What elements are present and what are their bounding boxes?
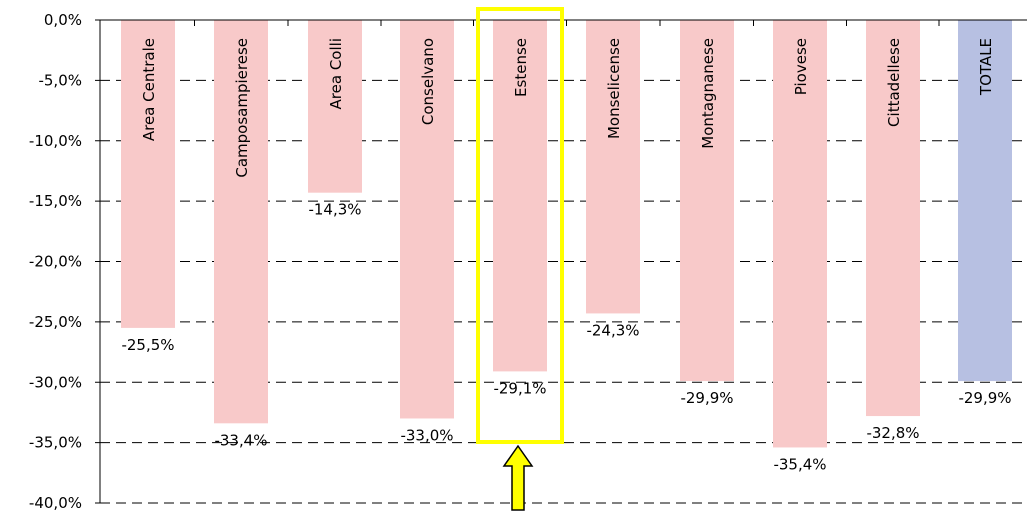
category-label: Monselicense [605, 38, 623, 139]
data-label: -29,9% [680, 389, 733, 407]
data-label: -14,3% [308, 201, 361, 219]
category-label: Area Centrale [140, 38, 158, 141]
y-tick-label: -25,0% [29, 313, 82, 331]
y-tick-label: -35,0% [29, 434, 82, 452]
bar [308, 20, 362, 193]
category-label: Piovese [792, 38, 810, 95]
data-label: -25,5% [121, 336, 174, 354]
bar [493, 20, 547, 372]
bar [400, 20, 454, 419]
y-tick-label: -15,0% [29, 192, 82, 210]
bar [680, 20, 734, 382]
y-tick-label: -40,0% [29, 494, 82, 512]
up-arrow-icon [502, 444, 534, 511]
data-label: -29,1% [493, 379, 546, 397]
category-label: Camposampierese [233, 38, 251, 178]
data-label: -33,0% [400, 426, 453, 444]
y-tick-label: -30,0% [29, 373, 82, 391]
y-tick-label: -5,0% [38, 71, 82, 89]
category-label: Area Colli [327, 38, 345, 109]
highlight-box [476, 7, 564, 444]
category-label: Conselvano [419, 38, 437, 125]
data-label: -29,9% [958, 389, 1011, 407]
category-label: Montagnanese [699, 38, 717, 149]
y-tick-label: -20,0% [29, 253, 82, 271]
bar [586, 20, 640, 314]
data-label: -35,4% [773, 455, 826, 473]
data-label: -24,3% [586, 321, 639, 339]
bar [121, 20, 175, 328]
bar [958, 20, 1012, 382]
category-label: TOTALE [977, 38, 995, 96]
bar [866, 20, 920, 417]
bar [773, 20, 827, 448]
data-label: -32,8% [866, 424, 919, 442]
data-label: -33,4% [214, 431, 267, 449]
category-label: Cittadellese [885, 38, 903, 127]
y-tick-label: -10,0% [29, 132, 82, 150]
category-label: Estense [512, 38, 530, 97]
bar [214, 20, 268, 424]
y-tick-label: 0,0% [44, 11, 82, 29]
